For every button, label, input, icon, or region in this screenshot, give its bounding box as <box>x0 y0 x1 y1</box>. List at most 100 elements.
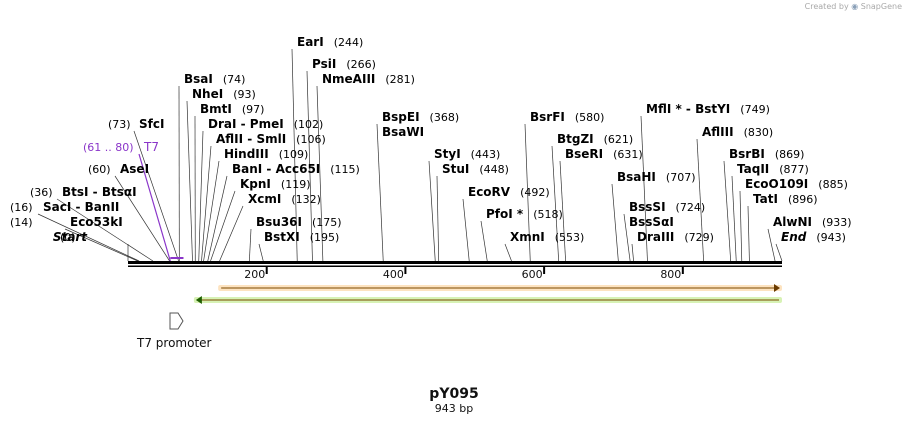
site-tati: TatI (896) <box>753 192 818 206</box>
site-name: BanI - Acc65I <box>232 162 320 176</box>
ruler: 200 400 600 800 <box>244 267 684 281</box>
site-position: (443) <box>471 148 501 161</box>
site-position: (109) <box>279 148 309 161</box>
site-end: End (943) <box>781 230 846 244</box>
site-hindiii: HindIII (109) <box>224 147 308 161</box>
site-position: (621) <box>604 133 634 146</box>
site-line-bstxi <box>258 243 264 262</box>
site-line-taqii <box>731 175 737 262</box>
site-name: AseI <box>120 162 149 176</box>
orange-arrow-head-icon <box>774 284 780 292</box>
site-styi: StyI (443) <box>434 147 500 161</box>
site-start: Start(0) <box>53 230 88 244</box>
site-pfoi: PfoI * (518) <box>486 207 563 221</box>
ruler-tick-label: 200 <box>244 268 265 281</box>
ruler-tick-label: 800 <box>660 268 681 281</box>
site-position: (830) <box>744 126 774 139</box>
site-name: DraI - PmeI <box>208 117 284 131</box>
site-name: T7 <box>143 140 159 154</box>
site-position: (14) <box>10 216 33 229</box>
site-drai-pmei: DraI - PmeI (102) <box>208 117 323 131</box>
site-asei: AseI (60) <box>88 162 149 176</box>
site-t7: T7 (61 .. 80) <box>83 140 159 154</box>
site-position: (0) <box>60 231 76 244</box>
site-position: (707) <box>666 171 696 184</box>
site-ecoo109i: EcoO109I (885) <box>745 177 848 191</box>
site-bsrfi: BsrFI (580) <box>530 110 604 124</box>
site-line-tati <box>747 205 750 262</box>
site-line-t7 <box>138 153 171 262</box>
site-name: TatI <box>753 192 778 206</box>
site-aflii-smli: AflII - SmlI (106) <box>216 132 326 146</box>
site-position: (93) <box>233 88 256 101</box>
site-line-styi <box>428 160 436 262</box>
site-position: (195) <box>310 231 340 244</box>
green-arrow-head-icon <box>195 296 202 304</box>
site-line-xmni <box>504 243 512 262</box>
site-name: Bsu36I <box>256 215 302 229</box>
site-line-eco53ki <box>64 228 138 262</box>
backbone-bottom-strand <box>128 265 782 267</box>
site-position: (244) <box>334 36 364 49</box>
site-name: KpnI <box>240 177 271 191</box>
plasmid-name: pY095 <box>429 386 478 402</box>
site-labels: Start(0)Eco53kI(14)SacI - BanII(16)BtsI … <box>10 35 852 244</box>
site-name: BsrBI <box>729 147 765 161</box>
plasmid-length: 943 bp <box>435 402 473 415</box>
site-line-xcmi <box>219 205 244 262</box>
site-name: BsrFI <box>530 110 565 124</box>
site-name: MflI * - BstYI <box>646 102 730 116</box>
site-position: (869) <box>775 148 805 161</box>
site-line-drai-pmei <box>198 130 204 262</box>
site-lines <box>37 48 783 262</box>
site-line-bsu36i <box>249 228 252 262</box>
site-position: (724) <box>676 201 706 214</box>
backbone <box>128 261 782 267</box>
site-name: HindIII <box>224 147 269 161</box>
site-ecorv: EcoRV (492) <box>468 185 550 199</box>
site-bsai: BsaI (74) <box>184 72 245 86</box>
site-line-bsahi <box>611 183 619 262</box>
site-name: XmnI <box>510 230 545 244</box>
snapgene-logo-icon: ◉ <box>851 2 859 11</box>
site-sfci: SfcI (73) <box>108 117 164 131</box>
site-psii: PsiI (266) <box>312 57 376 71</box>
site-saci-banii: SacI - BanII (16) <box>10 200 119 214</box>
site-line-hindiii <box>203 160 220 262</box>
site-afliii: AflIII (830) <box>702 125 773 139</box>
site-bstxi: BstXI (195) <box>264 230 339 244</box>
site-name: SacI - BanII <box>43 200 119 214</box>
site-line-stui <box>436 175 440 262</box>
ruler-tick-label: 600 <box>522 268 543 281</box>
site-bsssai: BssSαI <box>629 215 674 229</box>
site-name: PfoI * <box>486 207 524 221</box>
site-position: (175) <box>312 216 342 229</box>
snapgene-watermark: Created by ◉ SnapGene <box>805 2 902 11</box>
created-by-text: Created by <box>804 2 849 11</box>
site-position: (518) <box>533 208 563 221</box>
site-name: StyI <box>434 147 461 161</box>
site-line-ecorv <box>462 198 470 262</box>
site-stui: StuI (448) <box>442 162 509 176</box>
site-line-ecoo109i <box>739 190 743 262</box>
site-position: (132) <box>291 193 321 206</box>
site-position: (580) <box>575 111 605 124</box>
site-name: DraIII <box>637 230 674 244</box>
site-name: XcmI <box>248 192 281 206</box>
site-line-bsssi <box>623 213 631 262</box>
site-bani-acc65i: BanI - Acc65I (115) <box>232 162 360 176</box>
site-btgzi: BtgZI (621) <box>557 132 633 146</box>
site-line-bsrbi <box>723 160 732 262</box>
site-kpni: KpnI (119) <box>240 177 311 191</box>
site-line-btgzi <box>551 145 560 262</box>
site-name: BseRI <box>565 147 603 161</box>
site-name: EarI <box>297 35 324 49</box>
site-position: (368) <box>430 111 460 124</box>
site-line-alwni <box>767 228 776 262</box>
site-position: (97) <box>242 103 265 116</box>
site-line-mfli-bstyi <box>640 115 648 262</box>
site-name: EcoO109I <box>745 177 808 191</box>
site-bmti: BmtI (97) <box>200 102 264 116</box>
site-name: EcoRV <box>468 185 511 199</box>
ruler-tick <box>404 267 407 274</box>
